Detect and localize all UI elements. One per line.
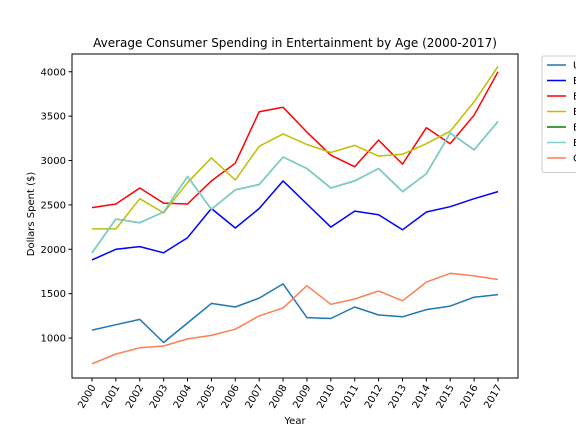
series-line-1: [91, 180, 499, 261]
series-line-5: [91, 121, 499, 254]
y-tick-label: 3000: [41, 156, 66, 167]
legend-entry-label: U: [573, 61, 576, 72]
x-tick-label: 2007: [244, 383, 266, 411]
x-axis-label: Year: [283, 416, 306, 427]
chart-title: Average Consumer Spending in Entertainme…: [93, 36, 497, 50]
series-line-4: [91, 121, 499, 254]
x-tick-label: 2011: [339, 383, 361, 411]
y-axis-ticks: 1000 1500 2000 2500 3000 3500 4000: [41, 67, 72, 345]
x-tick-label: 2017: [482, 383, 504, 411]
legend-entry-label: E: [573, 107, 576, 118]
legend-entry-label: E: [573, 76, 576, 87]
series-line-6: [91, 272, 499, 365]
x-tick-label: 2013: [387, 383, 409, 411]
x-tick-label: 2005: [196, 383, 218, 411]
x-tick-label: 2006: [220, 383, 242, 411]
x-tick-label: 2014: [411, 383, 433, 411]
legend-box: [541, 55, 576, 173]
x-axis-ticks: 2000 2001 2002 2003 2004 2005 2006 2007 2008 2009…: [76, 378, 505, 411]
x-tick-label: 2001: [100, 383, 122, 411]
x-tick-label: 2008: [267, 383, 289, 411]
x-tick-label: 2015: [435, 383, 457, 411]
legend: UEEEEEC: [541, 55, 576, 173]
x-tick-label: 2004: [172, 383, 194, 411]
y-tick-label: 3500: [41, 112, 66, 123]
x-tick-label: 2016: [458, 383, 480, 411]
legend-entry-label: E: [573, 123, 576, 134]
y-tick-label: 1000: [41, 334, 66, 345]
x-tick-label: 2000: [76, 383, 98, 411]
plot-axes: [71, 53, 519, 379]
x-tick-label: 2009: [291, 383, 313, 411]
legend-entry-label: E: [573, 92, 576, 103]
series-line-2: [91, 71, 499, 209]
x-tick-label: 2010: [315, 383, 337, 411]
series-lines: [91, 65, 499, 365]
y-tick-label: 2500: [41, 200, 66, 211]
plot-frame: [71, 53, 519, 379]
series-line-0: [91, 283, 499, 344]
y-tick-label: 4000: [41, 67, 66, 78]
y-tick-label: 2000: [41, 245, 66, 256]
x-tick-label: 2002: [124, 383, 146, 411]
x-tick-label: 2003: [148, 383, 170, 411]
x-tick-label: 2012: [363, 383, 385, 411]
series-line-3: [92, 65, 499, 230]
legend-entry-label: E: [573, 138, 576, 149]
y-tick-label: 1500: [41, 289, 66, 300]
legend-entry-label: C: [573, 154, 576, 165]
y-axis-label: Dollars Spent ($): [26, 172, 37, 257]
